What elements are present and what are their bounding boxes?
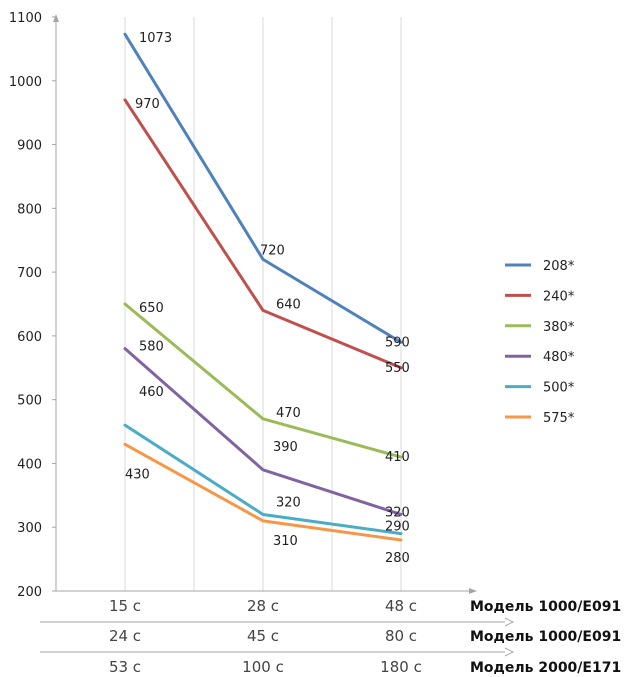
row-separator-arrow-0 — [504, 617, 515, 627]
y-tick-label-600: 600 — [17, 330, 42, 345]
data-label-240*-0: 970 — [135, 97, 160, 112]
legend-label-380*: 380* — [543, 320, 575, 335]
series-line-208* — [123, 32, 403, 344]
y-tick-label-1000: 1000 — [9, 75, 42, 90]
data-label-240*-2: 550 — [385, 361, 410, 376]
data-label-480*-2: 320 — [385, 505, 410, 520]
row-separator-arrow-1 — [504, 647, 515, 657]
x-category-1-2: 80 с — [385, 627, 417, 645]
y-tick-label-400: 400 — [17, 457, 42, 472]
axes — [53, 14, 477, 594]
series-lines — [123, 32, 403, 542]
data-label-380*-0: 650 — [139, 301, 164, 316]
legend-label-240*: 240* — [543, 289, 575, 304]
data-label-208*-1: 720 — [260, 243, 285, 258]
data-label-575*-1: 310 — [273, 534, 298, 549]
grid — [124, 17, 402, 591]
data-label-380*-2: 410 — [385, 450, 410, 465]
x-row-model-label-1: Модель 1000/E091 — [470, 629, 621, 645]
data-label-480*-0: 580 — [139, 340, 164, 355]
x-category-1-0: 24 с — [109, 627, 141, 645]
x-axis-rows: 15 с 28 с 48 с Модель 1000/E091 24 с 45 с 80 с… — [40, 597, 621, 676]
data-label-480*-1: 390 — [273, 440, 298, 455]
y-tick-label-500: 500 — [17, 394, 42, 409]
legend: 208* 240* 380* 480* 500* 575* — [505, 259, 575, 426]
y-tick-label-700: 700 — [17, 266, 42, 281]
y-axis-ticks: 200 300 400 500 600 700 800 900 1000 1100 — [9, 11, 56, 600]
y-tick-label-900: 900 — [17, 139, 42, 154]
legend-label-480*: 480* — [543, 350, 575, 365]
x-category-0-1: 28 с — [247, 597, 279, 615]
series-line-575* — [123, 442, 403, 542]
y-axis-arrow — [53, 14, 59, 22]
data-label-208*-0: 1073 — [139, 31, 172, 46]
series-line-240* — [123, 98, 403, 370]
data-label-575*-0: 430 — [125, 467, 150, 482]
data-label-575*-2: 280 — [385, 551, 410, 566]
legend-label-575*: 575* — [543, 411, 575, 426]
y-tick-label-300: 300 — [17, 521, 42, 536]
data-label-380*-1: 470 — [276, 406, 301, 421]
y-tick-label-1100: 1100 — [9, 11, 42, 26]
x-category-2-0: 53 с — [109, 658, 141, 676]
x-axis-arrow — [469, 588, 477, 594]
series-line-380* — [123, 302, 403, 459]
series-line-480* — [123, 347, 403, 516]
y-tick-label-800: 800 — [17, 202, 42, 217]
x-row-model-label-0: Модель 1000/E091 — [470, 599, 621, 615]
data-label-500*-1: 320 — [276, 495, 301, 510]
y-tick-label-200: 200 — [17, 585, 42, 600]
x-row-model-label-2: Модель 2000/E171 — [470, 660, 621, 676]
x-category-2-2: 180 с — [380, 658, 422, 676]
data-labels: 1073 720 590 970 640 550 650 470 410 580 390 320 460… — [125, 31, 410, 566]
x-category-0-2: 48 с — [385, 597, 417, 615]
x-category-2-1: 100 с — [242, 658, 284, 676]
x-category-0-0: 15 с — [109, 597, 141, 615]
x-category-1-1: 45 с — [247, 627, 279, 645]
data-label-500*-0: 460 — [139, 385, 164, 400]
data-label-500*-2: 290 — [385, 520, 410, 535]
legend-label-208*: 208* — [543, 259, 575, 274]
series-line-500* — [123, 423, 403, 536]
data-label-240*-1: 640 — [276, 297, 301, 312]
data-label-208*-2: 590 — [385, 335, 410, 350]
legend-label-500*: 500* — [543, 381, 575, 396]
